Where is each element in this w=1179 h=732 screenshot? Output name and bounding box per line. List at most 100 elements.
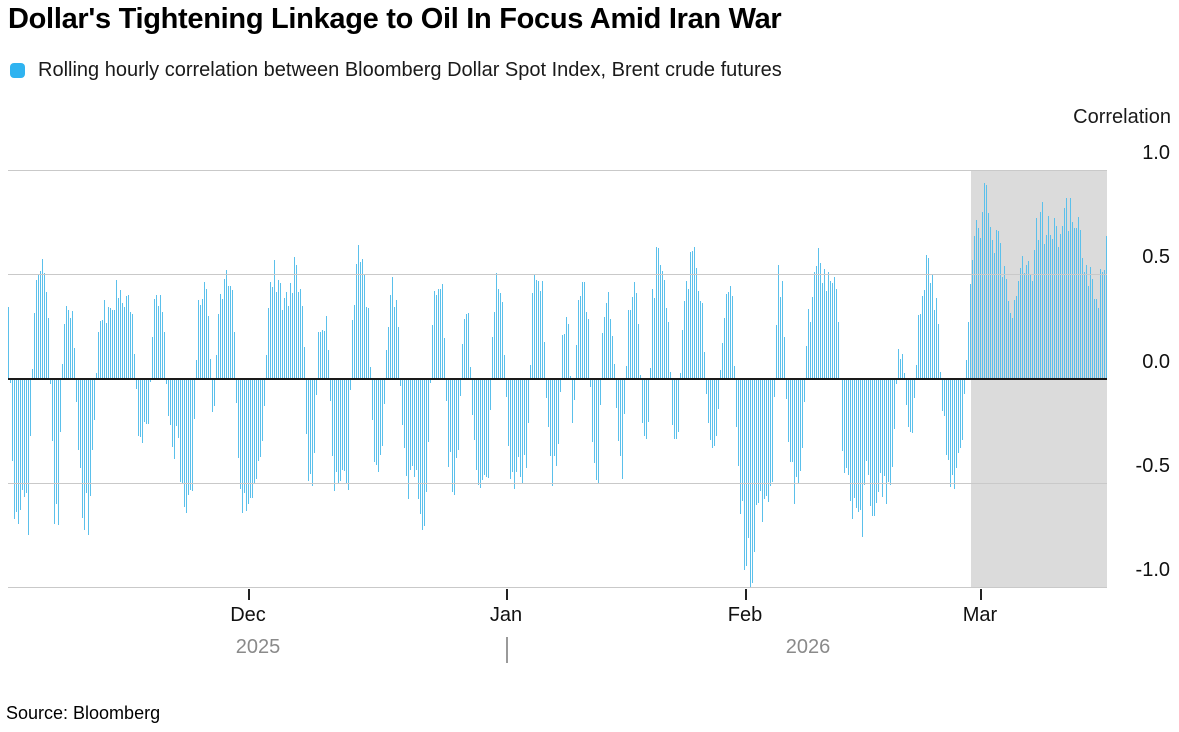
correlation-bar	[1006, 278, 1008, 379]
correlation-bar	[42, 258, 44, 379]
correlation-bar	[1098, 307, 1100, 379]
correlation-bar	[1000, 243, 1002, 379]
correlation-bar	[108, 306, 110, 379]
correlation-bar	[768, 378, 770, 503]
correlation-bar	[186, 378, 188, 514]
correlation-bar	[646, 378, 648, 439]
correlation-bar	[44, 272, 46, 379]
correlation-bar	[244, 378, 246, 493]
correlation-bar	[648, 378, 650, 422]
correlation-bar	[458, 378, 460, 451]
correlation-bar	[376, 378, 378, 466]
correlation-bar	[968, 321, 970, 379]
correlation-bar	[772, 378, 774, 482]
correlation-bar	[218, 314, 220, 379]
correlation-bar	[294, 256, 296, 379]
correlation-bar	[988, 213, 990, 379]
correlation-bar	[614, 363, 616, 379]
correlation-bar	[486, 378, 488, 477]
correlation-bar	[642, 378, 644, 424]
x-tick-label: Feb	[727, 604, 763, 626]
correlation-bar	[188, 378, 190, 496]
correlation-bar	[200, 304, 202, 379]
correlation-bar	[236, 378, 238, 403]
year-label: 2026	[785, 636, 831, 658]
correlation-bar	[330, 378, 332, 402]
correlation-bar	[1082, 257, 1084, 379]
correlation-bar	[574, 378, 576, 401]
correlation-bar	[582, 281, 584, 379]
correlation-bar	[718, 378, 720, 409]
correlation-bar	[440, 288, 442, 379]
correlation-bar	[938, 324, 940, 379]
correlation-bar	[900, 358, 902, 379]
correlation-bar	[492, 336, 494, 379]
correlation-bar	[144, 378, 146, 422]
correlation-bar	[668, 322, 670, 379]
correlation-bar	[628, 310, 630, 379]
correlation-bar	[104, 299, 106, 379]
correlation-bar	[1038, 239, 1040, 379]
correlation-bar	[520, 378, 522, 478]
correlation-bar	[296, 265, 298, 379]
correlation-bar	[912, 378, 914, 434]
correlation-bar	[978, 228, 980, 379]
correlation-bar	[920, 313, 922, 379]
correlation-bar	[788, 378, 790, 443]
correlation-bar	[954, 378, 956, 489]
correlation-bar	[1016, 296, 1018, 379]
correlation-bar	[88, 378, 90, 536]
correlation-bar	[160, 295, 162, 379]
correlation-bar	[604, 316, 606, 379]
correlation-bar	[18, 378, 20, 525]
y-tick-label: -0.5	[1135, 454, 1170, 477]
correlation-bar	[886, 378, 888, 505]
correlation-bar	[448, 378, 450, 467]
correlation-bar	[942, 378, 944, 412]
correlation-bar	[834, 277, 836, 379]
correlation-bar	[712, 378, 714, 448]
correlation-bar	[64, 323, 66, 379]
correlation-bar	[254, 378, 256, 484]
correlation-bar	[408, 378, 410, 499]
correlation-bar	[504, 355, 506, 379]
correlation-bar	[402, 378, 404, 425]
correlation-bar	[956, 378, 958, 468]
correlation-bar	[1070, 198, 1072, 379]
correlation-bar	[132, 314, 134, 379]
correlation-bar	[802, 378, 804, 448]
correlation-bar	[514, 378, 516, 489]
correlation-bar	[156, 294, 158, 379]
correlation-bar	[774, 378, 776, 398]
correlation-bar	[1022, 256, 1024, 379]
correlation-bar	[812, 296, 814, 379]
correlation-bar	[234, 332, 236, 379]
correlation-bar	[864, 378, 866, 485]
correlation-bar	[364, 274, 366, 379]
correlation-bar	[396, 300, 398, 379]
correlation-bar	[1044, 244, 1046, 379]
correlation-bar	[474, 378, 476, 441]
correlation-bar	[662, 270, 664, 379]
correlation-bar	[694, 246, 696, 379]
correlation-bar	[356, 264, 358, 379]
correlation-bar	[434, 290, 436, 379]
correlation-bar	[756, 378, 758, 506]
x-tick-mark	[979, 589, 982, 600]
correlation-bar	[476, 378, 478, 470]
gridline	[8, 170, 1107, 171]
correlation-bar	[1060, 233, 1062, 379]
correlation-bar	[314, 378, 316, 454]
correlation-bar	[808, 309, 810, 379]
correlation-bar	[732, 295, 734, 379]
correlation-bar	[176, 378, 178, 427]
correlation-bar	[102, 319, 104, 379]
correlation-bar	[158, 306, 160, 379]
correlation-bar	[640, 374, 642, 379]
correlation-bar	[652, 288, 654, 379]
correlation-bar	[806, 346, 808, 379]
correlation-bar	[842, 378, 844, 451]
correlation-bar	[934, 309, 936, 379]
correlation-bar	[262, 378, 264, 442]
